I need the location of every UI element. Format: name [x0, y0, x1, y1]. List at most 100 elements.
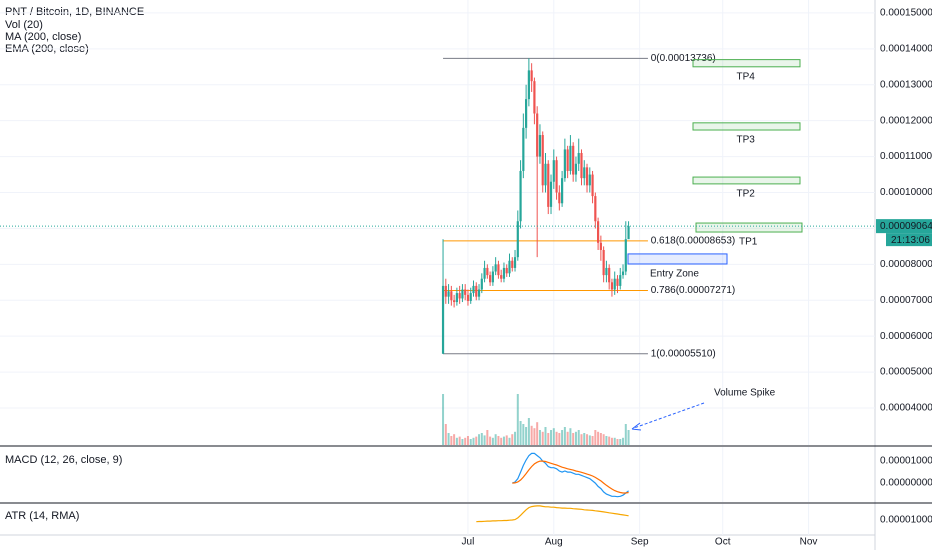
candle-body: [525, 99, 528, 128]
candle-body: [444, 285, 447, 297]
fib-label: 0.786(0.00007271): [651, 285, 736, 296]
volume-bar: [541, 431, 544, 445]
volume-bar: [527, 418, 530, 445]
y-tick-label: 0.00015000: [880, 8, 932, 19]
target-zone: [692, 176, 801, 185]
candle-body: [494, 264, 497, 272]
candle-body: [522, 127, 525, 171]
candle-body: [547, 163, 550, 207]
candle-body: [605, 267, 608, 276]
y-tick-label: 0.00012000: [880, 115, 932, 126]
target-zone: [695, 222, 803, 233]
candle-body: [621, 271, 625, 276]
x-tick-label: Jul: [462, 537, 475, 548]
x-tick-label: Oct: [715, 537, 731, 548]
countdown: 21:13:06: [891, 235, 930, 246]
indicator-line: [512, 460, 629, 494]
volume-bar: [616, 439, 619, 445]
candle-body: [569, 145, 572, 171]
x-tick-label: Nov: [800, 537, 818, 548]
y-tick-label: 0.00013000: [880, 79, 932, 90]
candle-body: [533, 81, 536, 114]
indicator-line: [512, 452, 629, 498]
volume-bar: [544, 427, 547, 445]
target-zone: [627, 253, 728, 265]
volume-bar: [533, 428, 536, 445]
volume-bar: [566, 431, 569, 445]
volume-bar: [525, 427, 528, 445]
candle-body: [610, 282, 614, 290]
volume-bar: [580, 434, 583, 445]
candle-body: [574, 163, 578, 175]
candle-body: [624, 239, 627, 272]
volume-bar: [558, 433, 561, 445]
candle-body: [455, 293, 458, 303]
y-tick-label: 0.00004000: [880, 403, 932, 414]
indicator-line: [476, 505, 629, 523]
volume-bar: [583, 433, 586, 445]
volume-bar: [605, 436, 608, 445]
candle-body: [519, 170, 522, 222]
volume-bar: [478, 434, 481, 445]
annotation: Volume Spike: [714, 388, 776, 399]
candle-body: [483, 267, 486, 279]
candle-body: [502, 267, 506, 279]
candle-body: [475, 285, 478, 297]
volume-bar: [561, 430, 564, 445]
candle-body: [497, 264, 500, 276]
volume-bar: [514, 431, 517, 445]
volume-bar: [461, 439, 464, 445]
candle-body: [469, 293, 472, 301]
indicator-label: MACD (12, 26, close, 9): [5, 454, 122, 466]
volume-bar: [613, 437, 616, 445]
volume-bar: [622, 437, 625, 445]
volume-bar: [475, 436, 478, 445]
volume-bar: [591, 436, 594, 445]
volume-bar: [572, 433, 575, 445]
volume-bar: [555, 431, 558, 445]
volume-bar: [608, 436, 611, 445]
y-tick-label: 0.00000000: [880, 478, 932, 489]
volume-bar: [530, 425, 533, 445]
volume-bar: [538, 430, 541, 445]
volume-bar: [552, 428, 555, 445]
y-tick-label: 0.00001000: [880, 515, 932, 526]
volume-bar: [569, 428, 572, 445]
volume-bar: [497, 436, 500, 445]
candle-body: [555, 160, 558, 193]
volume-bar: [500, 437, 503, 445]
candle-body: [500, 275, 503, 279]
chart-title: PNT / Bitcoin, 1D, BINANCE: [5, 6, 144, 18]
volume-bar: [547, 433, 550, 445]
volume-bar: [550, 430, 553, 445]
target-zone: [692, 122, 801, 131]
volume-bar: [602, 434, 605, 445]
volume-bar: [464, 437, 467, 445]
zone-label: TP1: [739, 237, 758, 248]
volume-bar: [491, 437, 494, 445]
volume-bar: [519, 421, 522, 445]
volume-bar: [472, 437, 475, 445]
volume-bar: [624, 424, 627, 445]
candle-body: [466, 294, 470, 301]
volume-bar: [447, 433, 450, 445]
last-price-label: 0.00009064: [880, 221, 932, 232]
candle-body: [530, 70, 533, 82]
volume-bar: [442, 394, 445, 445]
candle-body: [577, 153, 580, 164]
x-tick-label: Sep: [631, 537, 649, 548]
candle-body: [566, 149, 569, 171]
countdown-tag: [886, 233, 932, 247]
candle-body: [513, 257, 517, 268]
volume-bar: [486, 430, 489, 445]
last-price-tag: [876, 219, 932, 234]
volume-bar: [599, 433, 602, 445]
candle-body: [511, 260, 514, 268]
candle-body: [619, 275, 622, 286]
y-tick-label: 0.00001000: [880, 456, 932, 467]
candle-body: [580, 153, 583, 179]
volume-bar: [483, 435, 486, 445]
candle-body: [458, 293, 461, 299]
candle-body: [450, 291, 453, 301]
